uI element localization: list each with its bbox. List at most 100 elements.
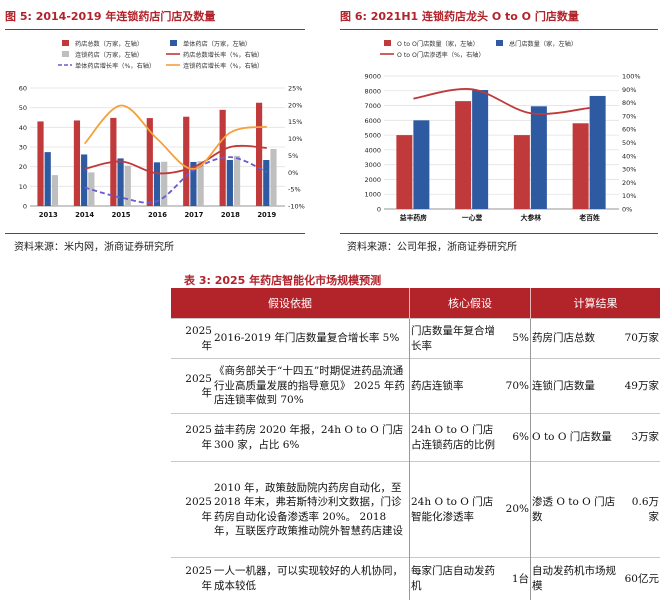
series-line — [84, 144, 267, 175]
row-year: 2025 年 — [171, 557, 213, 600]
bar — [589, 95, 606, 209]
figure6-source: 资料来源：公司年报，浙商证券研究所 — [347, 242, 517, 253]
table-row: 2025 年 益丰药房 2020 年报，24h O to O 门店 300 家，… — [171, 413, 660, 462]
right-tick-label: -5% — [288, 186, 301, 194]
right-tick-label: 10% — [622, 192, 636, 200]
forecast-table: 假设依据 核心假设 计算结果 2025 年 2016-2019 年门店数量复合增… — [171, 288, 660, 600]
row-assumption: 每家门店自动发药机 — [409, 557, 500, 600]
row-year: 2025 年 — [171, 318, 213, 359]
row-basis: 益丰药房 2020 年报，24h O to O 门店 300 家，占比 6% — [213, 413, 410, 462]
series-line — [83, 104, 267, 170]
row-item: 连锁门店数量 — [530, 358, 623, 414]
category-label: 2019 — [257, 211, 276, 219]
legend-label: 总门店数量（家，左轴） — [509, 40, 577, 48]
left-tick-label: 60 — [19, 85, 27, 93]
right-tick-label: 50% — [622, 139, 636, 147]
figure5-title: 图 5: 2014-2019 年连锁药店门店及数量 — [5, 10, 216, 23]
bar — [88, 172, 95, 206]
left-tick-label: 7000 — [364, 102, 381, 110]
row-year: 2025 年 — [171, 358, 213, 414]
row-value: 70% — [500, 358, 531, 414]
bar — [226, 159, 233, 206]
bar — [44, 152, 51, 206]
bar — [81, 154, 88, 206]
left-tick-label: 0 — [23, 203, 27, 211]
figure5-source: 资料来源：米内网，浙商证券研究所 — [14, 242, 174, 253]
right-tick-label: 15% — [288, 118, 302, 126]
legend-label: O to O门店渗透率（%，右轴） — [397, 51, 485, 59]
row-year: 2025 年 — [171, 413, 213, 462]
row-value: 5% — [500, 318, 531, 359]
header-assumption: 核心假设 — [409, 288, 531, 319]
right-tick-label: 40% — [622, 152, 636, 160]
bar — [117, 158, 124, 206]
header-basis: 假设依据 — [171, 288, 410, 319]
right-tick-label: 100% — [622, 73, 641, 81]
bar — [146, 118, 153, 206]
legend-swatch — [62, 51, 69, 57]
category-label: 2016 — [148, 211, 167, 219]
row-assumption: 门店数量年复合增长率 — [409, 318, 500, 359]
row-result: 49万家 — [623, 358, 660, 414]
category-label: 2014 — [75, 211, 94, 219]
table-header-row: 假设依据 核心假设 计算结果 — [171, 288, 660, 319]
row-item: O to O 门店数量 — [530, 413, 623, 462]
bar — [233, 155, 241, 206]
row-result: 3万家 — [623, 413, 660, 462]
right-tick-label: -10% — [288, 203, 305, 211]
table-row: 2025 年 《商务部关于“十四五”时期促进药品流通行业高质量发展的指导意见》 … — [171, 358, 660, 414]
row-item: 渗透 O to O 门店数 — [530, 461, 623, 558]
category-label: 2018 — [221, 211, 240, 219]
bar — [530, 106, 547, 209]
legend-swatch — [170, 40, 177, 46]
legend-label: 连锁药店增长率（%，右轴） — [183, 62, 263, 70]
left-tick-label: 40 — [19, 124, 27, 132]
bar — [153, 162, 161, 206]
bar — [161, 161, 168, 206]
bar — [513, 135, 530, 209]
left-tick-label: 0 — [377, 206, 381, 214]
table3-title: 表 3: 2025 年药店智能化市场规模预测 — [184, 274, 382, 287]
legend-label: O to O门店数量（家，左轴） — [397, 40, 479, 48]
left-tick-label: 10 — [19, 183, 27, 191]
bar — [263, 159, 270, 206]
table-row: 2025 年 2010 年，政策鼓励院内药房自动化，至 2018 年末，弗若斯特… — [171, 461, 660, 558]
row-result: 0.6万家 — [623, 461, 660, 558]
row-item: 药房门店总数 — [530, 318, 623, 359]
right-tick-label: 25% — [288, 85, 302, 93]
right-tick-label: 70% — [622, 112, 636, 120]
row-basis: 一人一机器，可以实现较好的人机协同，成本较低 — [213, 557, 410, 600]
right-tick-label: 90% — [622, 86, 636, 94]
row-basis: 《商务部关于“十四五”时期促进药品流通行业高质量发展的指导意见》 2025 年药… — [213, 358, 410, 414]
left-tick-label: 5000 — [364, 132, 381, 140]
category-label: 大参林 — [521, 213, 542, 222]
legend-label: 单体药店（万家，左轴） — [183, 40, 251, 48]
category-label: 2017 — [184, 211, 203, 219]
left-tick-label: 50 — [19, 104, 27, 112]
row-value: 6% — [500, 413, 531, 462]
row-assumption: 药店连锁率 — [409, 358, 500, 414]
right-tick-label: 5% — [288, 152, 298, 160]
row-year: 2025 年 — [171, 461, 213, 558]
figure6-title: 图 6: 2021H1 连锁药店龙头 O to O 门店数量 — [340, 10, 579, 23]
right-tick-label: 80% — [622, 99, 636, 107]
category-label: 老百姓 — [578, 213, 600, 222]
right-tick-label: 20% — [622, 179, 636, 187]
row-assumption: 24h O to O 门店占连锁药店的比例 — [409, 413, 500, 462]
row-assumption: 24h O to O 门店智能化渗透率 — [409, 461, 500, 558]
figure6-bottom-rule — [340, 233, 658, 234]
left-tick-label: 30 — [19, 144, 27, 152]
header-result: 计算结果 — [530, 288, 660, 319]
left-tick-label: 20 — [19, 163, 27, 171]
category-label: 2013 — [39, 211, 58, 219]
row-value: 1台 — [500, 557, 531, 600]
bar — [413, 120, 430, 209]
bar — [255, 102, 263, 206]
figure6-chart: O to O门店数量（家，左轴） 总门店数量（家，左轴） O to O门店渗透率（%… — [364, 40, 641, 222]
left-tick-label: 4000 — [364, 146, 381, 154]
bar — [455, 101, 472, 209]
right-tick-label: 60% — [622, 126, 636, 134]
category-label: 益丰药房 — [400, 213, 427, 222]
left-tick-label: 2000 — [364, 176, 381, 184]
bar — [396, 135, 413, 209]
